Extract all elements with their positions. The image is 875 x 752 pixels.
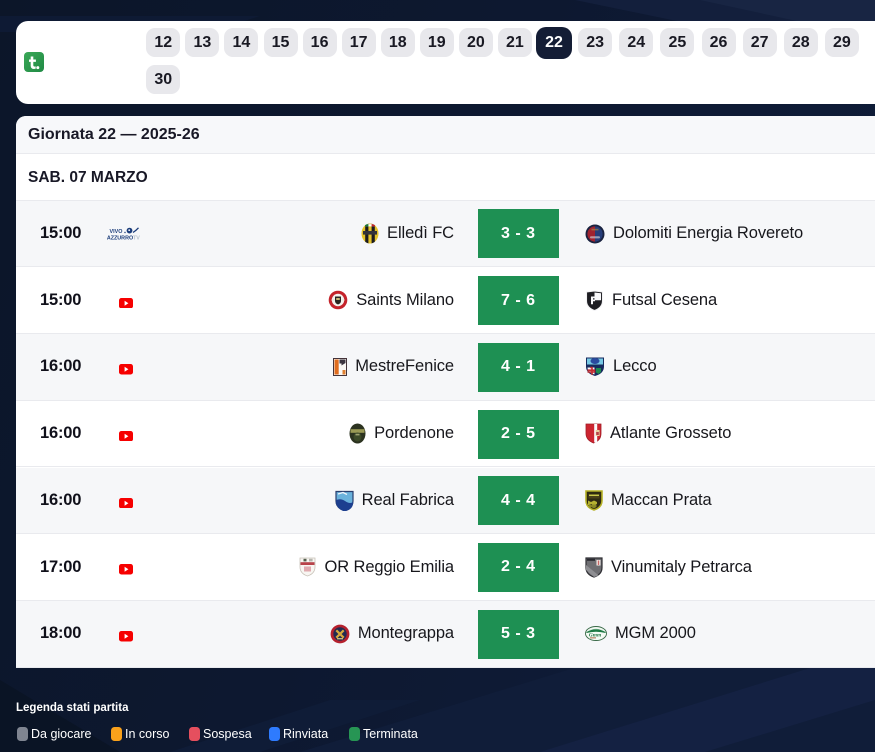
svg-text:AZZURRO: AZZURRO: [107, 235, 133, 241]
svg-text:TV: TV: [133, 235, 140, 241]
svg-text:Gmm: Gmm: [589, 633, 602, 639]
svg-text:VIVO: VIVO: [110, 229, 123, 235]
